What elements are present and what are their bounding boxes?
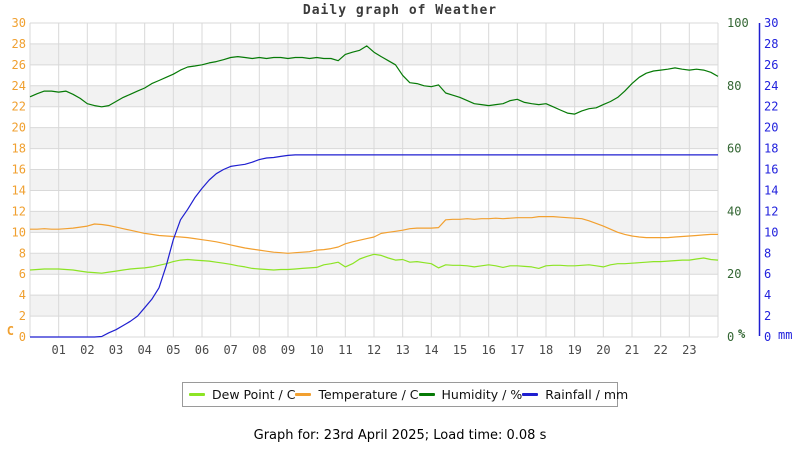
y-tick-label-rain: 10 bbox=[764, 225, 778, 239]
y-tick-label-humidity: 100 bbox=[727, 16, 749, 30]
y-tick-label-rain: 24 bbox=[764, 79, 778, 93]
legend-swatch-rainfall bbox=[522, 393, 539, 396]
y-tick-label-rain: 8 bbox=[764, 246, 771, 260]
rain-axis-unit-label: mm bbox=[778, 328, 792, 342]
series-line-temperature bbox=[30, 216, 718, 254]
humidity-axis-unit-label: % bbox=[738, 327, 746, 341]
legend-item: Humidity / % bbox=[418, 387, 523, 402]
x-tick-label: 03 bbox=[109, 343, 123, 357]
y-tick-label-humidity: 40 bbox=[727, 204, 741, 218]
y-tick-label-rain: 28 bbox=[764, 37, 778, 51]
y-tick-label-left: 16 bbox=[12, 163, 26, 177]
y-tick-label-rain: 0 bbox=[764, 330, 771, 344]
legend-label: Rainfall / mm bbox=[545, 387, 629, 402]
x-tick-label: 20 bbox=[596, 343, 610, 357]
x-tick-label: 06 bbox=[195, 343, 209, 357]
x-tick-label: 23 bbox=[682, 343, 696, 357]
series-line-humidity bbox=[29, 45, 719, 115]
y-tick-label-left: 10 bbox=[12, 225, 26, 239]
x-tick-label: 05 bbox=[166, 343, 180, 357]
x-tick-label: 21 bbox=[625, 343, 639, 357]
y-tick-label-left: 2 bbox=[19, 309, 26, 323]
y-tick-label-left: 12 bbox=[12, 204, 26, 218]
y-tick-label-rain: 16 bbox=[764, 163, 778, 177]
x-tick-label: 09 bbox=[281, 343, 295, 357]
x-tick-label: 13 bbox=[395, 343, 409, 357]
legend-item: Dew Point / C bbox=[189, 387, 295, 402]
y-tick-label-rain: 22 bbox=[764, 100, 778, 114]
legend-item: Temperature / C bbox=[295, 387, 419, 402]
y-tick-label-rain: 12 bbox=[764, 204, 778, 218]
y-tick-label-left: 22 bbox=[12, 100, 26, 114]
x-tick-label: 01 bbox=[51, 343, 65, 357]
x-tick-label: 07 bbox=[223, 343, 237, 357]
legend: Dew Point / C Temperature / C Humidity / %… bbox=[182, 382, 628, 407]
y-tick-label-rain: 6 bbox=[764, 267, 771, 281]
x-tick-label: 19 bbox=[567, 343, 581, 357]
legend-label: Humidity / % bbox=[441, 387, 523, 402]
y-tick-label-left: 14 bbox=[12, 183, 26, 197]
y-tick-label-rain: 4 bbox=[764, 288, 771, 302]
weather-chart: 0246810121416182022242628300204060801000… bbox=[7, 16, 793, 357]
x-tick-label: 16 bbox=[481, 343, 495, 357]
y-tick-label-left: 24 bbox=[12, 79, 26, 93]
x-tick-label: 15 bbox=[453, 343, 467, 357]
x-tick-label: 14 bbox=[424, 343, 438, 357]
legend-swatch-dew_point bbox=[189, 393, 205, 396]
legend-item: Rainfall / mm bbox=[522, 387, 628, 402]
y-tick-label-humidity: 20 bbox=[727, 267, 741, 281]
y-tick-label-rain: 30 bbox=[764, 16, 778, 30]
x-tick-label: 10 bbox=[309, 343, 323, 357]
y-tick-label-humidity: 60 bbox=[727, 142, 741, 156]
x-tick-label: 04 bbox=[137, 343, 151, 357]
series-line-rainfall bbox=[30, 154, 718, 338]
legend-label: Temperature / C bbox=[318, 387, 419, 402]
page-title: Daily graph of Weather bbox=[302, 3, 498, 18]
x-tick-label: 17 bbox=[510, 343, 524, 357]
x-tick-label: 08 bbox=[252, 343, 266, 357]
y-tick-label-left: 28 bbox=[12, 37, 26, 51]
y-tick-label-humidity: 80 bbox=[727, 79, 741, 93]
y-tick-label-rain: 20 bbox=[764, 121, 778, 135]
series-line-dew_point bbox=[29, 253, 719, 274]
y-tick-label-left: 4 bbox=[19, 288, 26, 302]
y-tick-label-left: 6 bbox=[19, 267, 26, 281]
y-tick-label-left: 18 bbox=[12, 142, 26, 156]
y-tick-label-rain: 26 bbox=[764, 58, 778, 72]
y-tick-label-rain: 2 bbox=[764, 309, 771, 323]
y-tick-label-left: 30 bbox=[12, 16, 26, 30]
left-axis-unit-label: C bbox=[7, 324, 14, 338]
x-tick-label: 02 bbox=[80, 343, 94, 357]
legend-label: Dew Point / C bbox=[212, 387, 296, 402]
x-tick-label: 18 bbox=[539, 343, 553, 357]
legend-swatch-humidity bbox=[418, 393, 435, 396]
y-tick-label-left: 8 bbox=[19, 246, 26, 260]
y-tick-label-left: 26 bbox=[12, 58, 26, 72]
x-tick-label: 22 bbox=[653, 343, 667, 357]
y-tick-label-humidity: 0 bbox=[727, 330, 734, 344]
y-tick-label-left: 0 bbox=[19, 330, 26, 344]
legend-swatch-temperature bbox=[295, 393, 312, 396]
footer-caption: Graph for: 23rd April 2025; Load time: 0… bbox=[253, 428, 547, 443]
y-tick-label-rain: 18 bbox=[764, 142, 778, 156]
x-tick-label: 12 bbox=[367, 343, 381, 357]
x-tick-label: 11 bbox=[338, 343, 352, 357]
y-tick-label-rain: 14 bbox=[764, 183, 778, 197]
y-tick-label-left: 20 bbox=[12, 121, 26, 135]
